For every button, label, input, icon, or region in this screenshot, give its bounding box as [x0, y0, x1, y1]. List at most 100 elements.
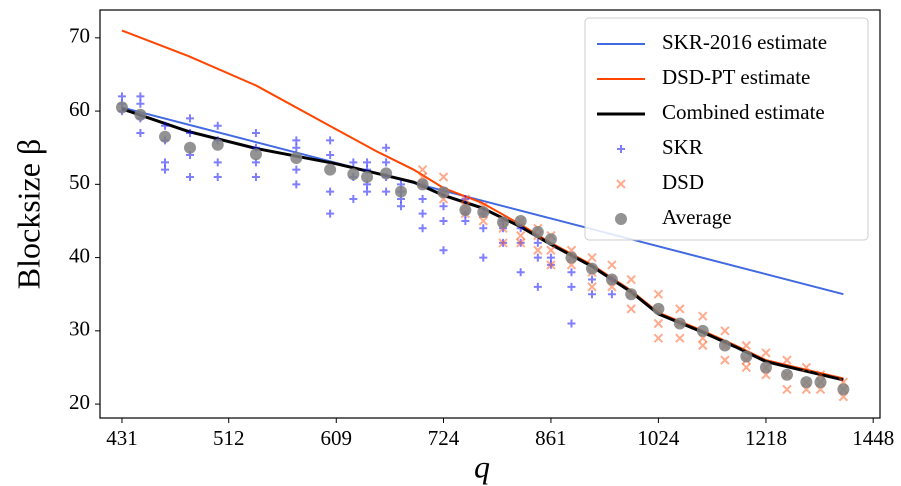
dsd-point [417, 164, 428, 175]
skr-point [439, 216, 448, 225]
dsd-point [720, 355, 730, 365]
x-tick-label: 1448 [852, 426, 894, 450]
x-tick-label: 512 [213, 426, 245, 450]
skr-point [136, 129, 145, 138]
average-point [565, 251, 578, 264]
dsd-point [801, 362, 812, 373]
average-point [814, 376, 827, 389]
x-tick-label: 724 [428, 426, 460, 450]
skr-point [326, 209, 335, 218]
average-point [290, 151, 303, 164]
dsd-point [782, 355, 792, 365]
dsd-point [782, 384, 792, 395]
average-point [115, 101, 128, 114]
average-point [605, 273, 618, 286]
skr-point [161, 158, 170, 167]
x-axis-label: q [474, 448, 490, 484]
skr-point [567, 319, 576, 328]
average-point [477, 206, 490, 219]
dsd-point [498, 238, 508, 248]
dsd-point [626, 274, 636, 285]
y-tick-label: 40 [69, 243, 90, 267]
skr-point [533, 238, 542, 247]
dsd-point [460, 194, 471, 204]
skr-point [186, 114, 194, 123]
skr-point [418, 194, 427, 203]
skr-point [161, 121, 170, 130]
dsd-point [675, 333, 685, 343]
plot-frame [99, 9, 881, 419]
y-tick-label: 60 [69, 97, 90, 121]
dsd-point [698, 340, 708, 351]
average-point [800, 376, 813, 389]
legend-marker [615, 213, 627, 225]
average-point [347, 168, 360, 181]
skr-point [186, 129, 194, 138]
skr-point [439, 246, 448, 255]
x-tick-label: 861 [535, 426, 567, 450]
average-point [184, 141, 197, 154]
y-tick-label: 70 [69, 24, 90, 48]
skr-point [292, 180, 301, 189]
legend-marker [617, 145, 625, 153]
skr-point [546, 253, 555, 262]
skr-point [251, 173, 260, 182]
y-axis-label: Blocksize β [10, 139, 46, 289]
x-tick-label: 1024 [637, 426, 680, 450]
skr-point [117, 92, 126, 101]
skr-point [213, 121, 222, 130]
average-point [514, 214, 527, 227]
skr-point [292, 165, 301, 174]
y-tick-label: 20 [69, 390, 90, 414]
skr-point [136, 92, 145, 101]
dsd-point [761, 348, 771, 358]
dsd-point [741, 362, 752, 373]
dsd-point [533, 245, 543, 255]
dsd-point [653, 318, 664, 329]
skr-point [349, 194, 358, 203]
average-point [696, 324, 709, 337]
x-tick-label: 609 [321, 426, 353, 450]
average-point [740, 350, 753, 363]
dsd-point [675, 304, 685, 314]
skr-point [213, 158, 222, 167]
dsd-point [741, 340, 752, 351]
dsd-point [626, 304, 636, 314]
skr-point [382, 158, 391, 167]
skr-point [161, 165, 170, 174]
average-point [531, 225, 544, 238]
average-point [249, 148, 262, 161]
average-point [380, 167, 393, 180]
skr-point [479, 253, 488, 262]
skr-point [418, 224, 427, 233]
dsd-point [515, 238, 526, 248]
dsd-point [438, 172, 449, 182]
dsd-point [478, 216, 488, 226]
average-point [718, 339, 731, 352]
x-tick-label: 1218 [745, 426, 787, 450]
legend-box [584, 17, 869, 241]
legend-label: Combined estimate [662, 100, 825, 124]
skr-point [567, 282, 576, 291]
average-point [544, 233, 557, 246]
legend-marker [616, 179, 626, 189]
skr-point [292, 136, 301, 145]
skr-point [461, 216, 470, 225]
legend-label: Average [662, 205, 732, 229]
average-point [459, 203, 472, 216]
average-point [625, 288, 638, 301]
skr-point [382, 143, 391, 152]
average-point [437, 186, 450, 199]
skr-point [292, 143, 301, 152]
legend-label: SKR [662, 135, 703, 159]
skr-point [326, 187, 335, 196]
skr-point [396, 202, 405, 211]
average-point [211, 138, 224, 151]
skr-point [533, 253, 542, 262]
average-point [159, 130, 172, 143]
legend-label: DSD [662, 170, 704, 194]
dsd-point [720, 326, 730, 336]
skr-point [136, 99, 145, 108]
